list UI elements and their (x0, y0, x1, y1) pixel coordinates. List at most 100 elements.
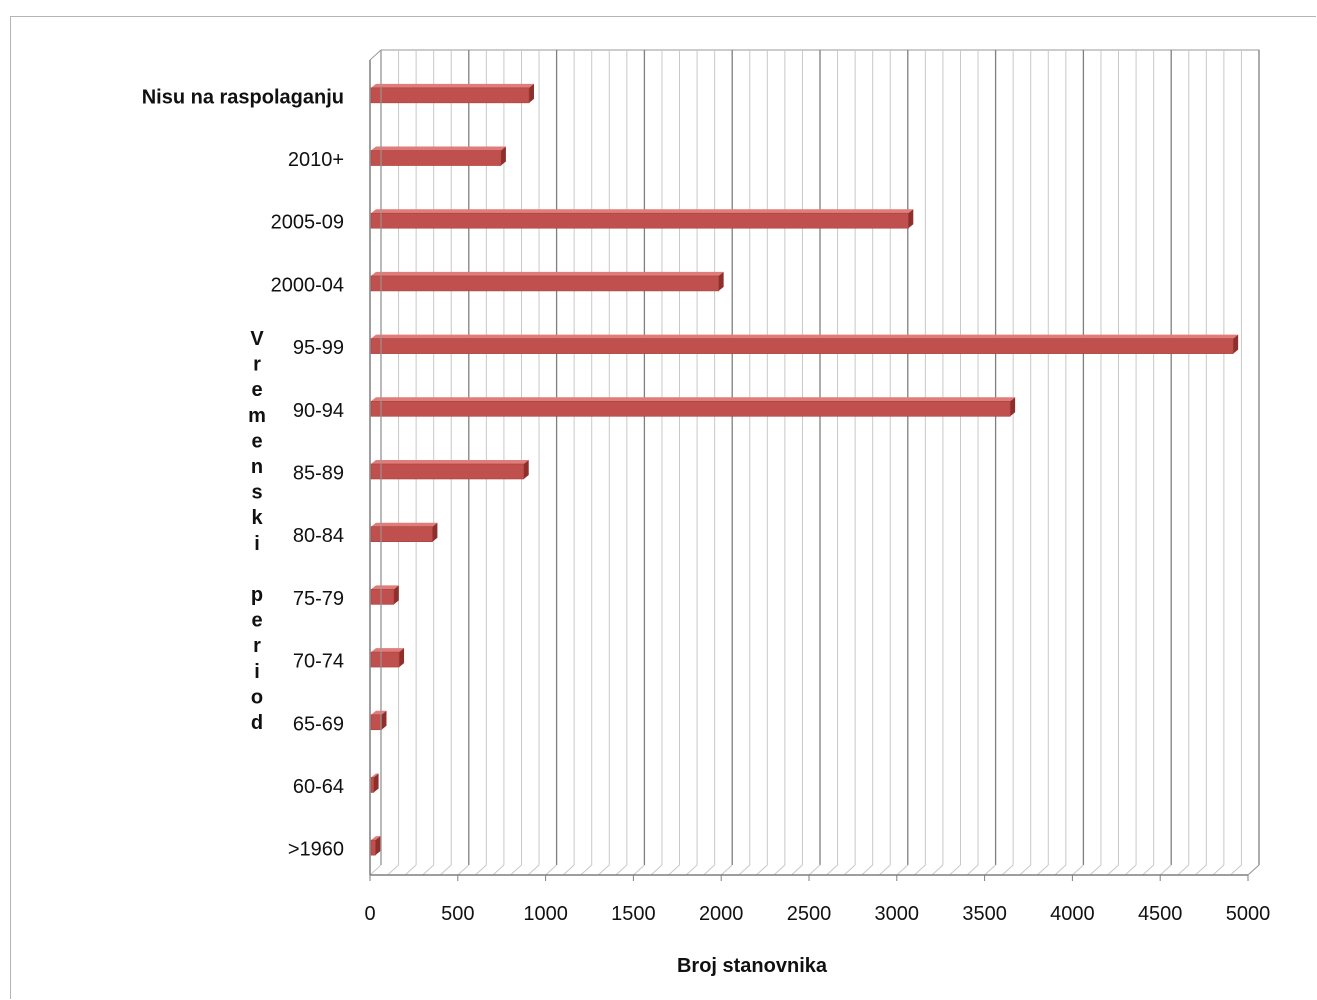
floor-gridline (580, 864, 593, 876)
floor-gridline (545, 864, 557, 876)
x-tick-label: 4000 (1050, 903, 1095, 925)
bar-group (370, 836, 381, 856)
floor-gridline (755, 864, 768, 876)
category-label: 60-64 (293, 776, 344, 798)
floor-gridline (615, 864, 628, 876)
bar-top-face (371, 773, 379, 778)
bar-side-face (500, 146, 506, 166)
bar-group (370, 397, 1016, 417)
bar (370, 526, 433, 542)
floor-gridline (773, 864, 786, 876)
category-label: Nisu na raspolaganju (142, 86, 344, 108)
bar-group (370, 522, 438, 542)
floor-gridline (808, 864, 821, 876)
floor-gridline (685, 864, 698, 876)
floor-gridline (1001, 864, 1014, 876)
bar-group (370, 773, 379, 793)
floor-gridline (475, 864, 487, 876)
bar (370, 150, 502, 166)
axis-layer (369, 49, 1260, 881)
bar-side-face (375, 836, 381, 856)
floor-gridline (510, 864, 522, 876)
bar-top-face (371, 460, 529, 464)
bar-side-face (908, 209, 914, 229)
floor-gridline (896, 864, 909, 876)
floor-gridline (1230, 864, 1242, 876)
bar (370, 651, 400, 668)
category-label: 2005-09 (271, 212, 344, 234)
floor-gridline (650, 864, 663, 876)
bar-group (370, 271, 724, 292)
floor-gridline (949, 864, 961, 876)
bar-top-face (371, 522, 438, 527)
floor-gridline (1054, 864, 1067, 876)
bar-side-face (718, 271, 724, 291)
bar-side-face (1010, 397, 1016, 417)
bar-group (370, 209, 914, 229)
floor-gridline (843, 864, 856, 876)
x-axis-end-edge (1247, 864, 1260, 876)
bar (370, 338, 1234, 354)
labels-layer: 0 500 1000 1500 2000 2500 3000 3500 4000 4500 5000… (142, 86, 1271, 977)
floor-gridline (861, 864, 874, 876)
bar (370, 839, 376, 856)
bar-top-face (371, 334, 1239, 339)
floor-gridline (1089, 864, 1102, 876)
x-tick-label: 1000 (523, 903, 568, 925)
x-tick-label: 0 (364, 903, 375, 925)
floor-gridline (1142, 864, 1154, 876)
bar (370, 275, 719, 292)
category-label: 2000-04 (271, 274, 344, 296)
bar-side-face (1233, 334, 1239, 354)
bar-side-face (529, 83, 534, 103)
floor-gridline (720, 864, 733, 876)
floor-gridline (1019, 864, 1032, 876)
bar-side-face (373, 773, 379, 793)
x-tick-label: 2500 (787, 903, 832, 925)
bar-side-face (399, 648, 405, 668)
floor-gridline (703, 864, 715, 876)
floor-gridline (1036, 864, 1049, 876)
bar-top-face (371, 836, 381, 841)
bar-side-face (432, 522, 438, 542)
floor-gridline (931, 864, 944, 876)
category-label: 2010+ (288, 149, 344, 171)
category-label: 80-84 (293, 525, 344, 547)
floor-gridline (527, 864, 540, 876)
category-label: 75-79 (293, 588, 344, 610)
category-label: 90-94 (293, 400, 344, 422)
bar-top-face (371, 710, 387, 715)
floor-gridline (369, 864, 382, 876)
category-label: 95-99 (293, 337, 344, 359)
floor-gridline (492, 864, 505, 876)
floor-gridline (738, 864, 751, 876)
floor-gridline (1159, 864, 1172, 876)
x-tick-label: 4500 (1138, 903, 1183, 925)
bar-top-face (371, 209, 914, 214)
bar-group (370, 710, 387, 731)
floor-gridline (1107, 864, 1119, 876)
bar-top-face (371, 585, 399, 590)
bar-side-face (523, 460, 529, 479)
bar-side-face (393, 585, 399, 605)
bar (370, 777, 374, 793)
floor-gridline (914, 864, 926, 876)
x-axis-title: Broj stanovnika (677, 955, 828, 977)
bar (370, 212, 909, 229)
bar-group (370, 334, 1239, 354)
bar (370, 714, 382, 731)
bar-top-face (371, 397, 1016, 402)
category-label: 65-69 (293, 713, 344, 735)
bar (370, 87, 530, 104)
x-tick-label: 5000 (1226, 903, 1271, 925)
bar-top-face (371, 83, 534, 88)
floor-gridline (966, 864, 979, 876)
bar-group (370, 585, 399, 605)
bars-layer (370, 83, 1239, 856)
category-label: 70-74 (293, 651, 344, 673)
floor-gridline (984, 864, 996, 876)
bar (370, 463, 525, 480)
floor-gridline (1177, 864, 1190, 876)
